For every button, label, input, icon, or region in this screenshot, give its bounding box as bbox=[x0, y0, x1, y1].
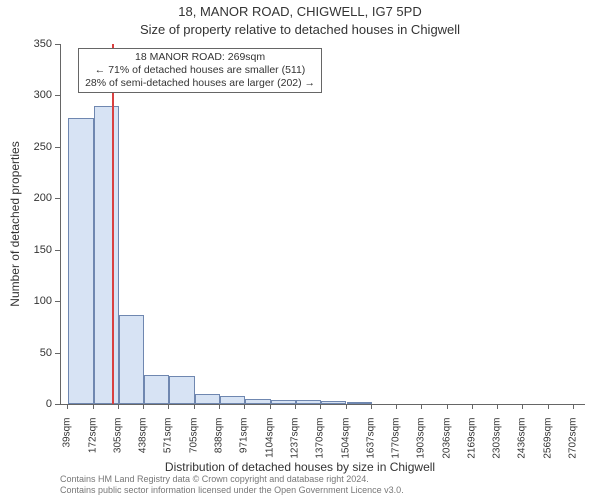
histogram-bar bbox=[68, 118, 93, 404]
histogram-bar bbox=[347, 402, 372, 404]
xtick-mark bbox=[244, 404, 245, 409]
y-axis-label: Number of detached properties bbox=[8, 141, 22, 306]
xtick-mark bbox=[320, 404, 321, 409]
attribution-footer: Contains HM Land Registry data © Crown c… bbox=[60, 474, 584, 496]
ytick-label: 350 bbox=[0, 38, 52, 50]
ytick-label: 300 bbox=[0, 89, 52, 101]
ytick-label: 200 bbox=[0, 192, 52, 204]
histogram-bars bbox=[61, 44, 585, 404]
histogram-bar bbox=[296, 400, 321, 404]
histogram-bar bbox=[271, 400, 296, 404]
ytick-mark bbox=[55, 301, 60, 302]
xtick-mark bbox=[67, 404, 68, 409]
xtick-mark bbox=[270, 404, 271, 409]
ytick-label: 50 bbox=[0, 347, 52, 359]
histogram-bar bbox=[195, 394, 220, 404]
annotation-line1: 18 MANOR ROAD: 269sqm bbox=[85, 51, 315, 64]
histogram-bar bbox=[119, 315, 144, 404]
histogram-bar bbox=[321, 401, 346, 404]
ytick-label: 0 bbox=[0, 398, 52, 410]
histogram-bar bbox=[94, 106, 119, 404]
xtick-mark bbox=[371, 404, 372, 409]
xtick-mark bbox=[472, 404, 473, 409]
xtick-mark bbox=[396, 404, 397, 409]
histogram-bar bbox=[144, 375, 169, 404]
xtick-mark bbox=[194, 404, 195, 409]
ytick-mark bbox=[55, 250, 60, 251]
ytick-mark bbox=[55, 353, 60, 354]
chart-title-address: 18, MANOR ROAD, CHIGWELL, IG7 5PD bbox=[0, 4, 600, 19]
annotation-line3: 28% of semi-detached houses are larger (… bbox=[85, 77, 315, 90]
histogram-plot: 18 MANOR ROAD: 269sqm ← 71% of detached … bbox=[60, 44, 585, 405]
xtick-mark bbox=[548, 404, 549, 409]
footer-line1: Contains HM Land Registry data © Crown c… bbox=[60, 474, 584, 485]
ytick-label: 150 bbox=[0, 244, 52, 256]
property-marker-line bbox=[112, 44, 114, 404]
footer-line2: Contains public sector information licen… bbox=[60, 485, 584, 496]
xtick-mark bbox=[219, 404, 220, 409]
xtick-mark bbox=[573, 404, 574, 409]
xtick-mark bbox=[168, 404, 169, 409]
xtick-mark bbox=[295, 404, 296, 409]
xtick-mark bbox=[447, 404, 448, 409]
xtick-mark bbox=[421, 404, 422, 409]
xtick-mark bbox=[346, 404, 347, 409]
ytick-mark bbox=[55, 198, 60, 199]
histogram-bar bbox=[245, 399, 270, 404]
xtick-mark bbox=[522, 404, 523, 409]
annotation-box: 18 MANOR ROAD: 269sqm ← 71% of detached … bbox=[78, 48, 322, 93]
histogram-bar bbox=[220, 396, 245, 404]
x-axis-label: Distribution of detached houses by size … bbox=[0, 460, 600, 474]
xtick-mark bbox=[143, 404, 144, 409]
ytick-mark bbox=[55, 44, 60, 45]
histogram-bar bbox=[169, 376, 194, 404]
annotation-line2: ← 71% of detached houses are smaller (51… bbox=[85, 64, 315, 77]
xtick-mark bbox=[118, 404, 119, 409]
ytick-mark bbox=[55, 147, 60, 148]
ytick-label: 100 bbox=[0, 295, 52, 307]
ytick-mark bbox=[55, 404, 60, 405]
xtick-mark bbox=[497, 404, 498, 409]
ytick-label: 250 bbox=[0, 141, 52, 153]
ytick-mark bbox=[55, 95, 60, 96]
chart-title-desc: Size of property relative to detached ho… bbox=[0, 22, 600, 37]
xtick-mark bbox=[93, 404, 94, 409]
